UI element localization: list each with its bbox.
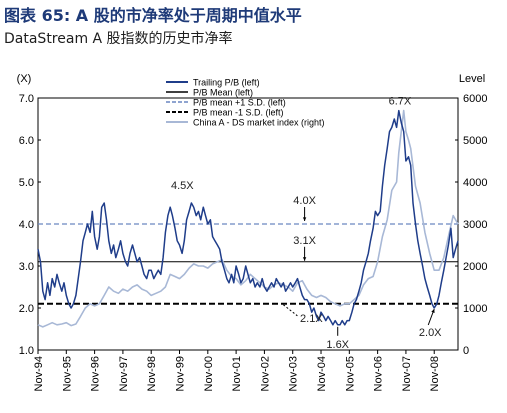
annotation-2-0x-arrow-head xyxy=(431,309,435,313)
right-tick-label: 1000 xyxy=(463,303,487,315)
left-tick-label: 1.0 xyxy=(19,345,34,357)
legend-label: P/B mean -1 S.D. (left) xyxy=(193,108,284,118)
left-tick-label: 6.0 xyxy=(19,135,34,147)
left-tick-label: 3.0 xyxy=(19,261,34,273)
left-tick-label: 2.0 xyxy=(19,303,34,315)
right-tick-label: 4000 xyxy=(463,177,487,189)
annotation-2-0x: 2.0X xyxy=(419,327,442,339)
x-tick-label: Nov-08 xyxy=(429,356,441,391)
x-tick-label: Nov-97 xyxy=(118,356,130,391)
legend-label: P/B Mean (left) xyxy=(193,88,253,98)
annotation-2-1x-leader xyxy=(283,304,298,317)
x-tick-label: Nov-00 xyxy=(203,356,215,391)
annotation-3-1x-arrow-head xyxy=(302,257,307,261)
x-tick-label: Nov-98 xyxy=(146,356,158,391)
x-tick-label: Nov-02 xyxy=(259,356,271,391)
annotation-3-1x: 3.1X xyxy=(293,235,316,247)
annotation-2-1x: 2.1X xyxy=(300,313,323,325)
annotation-4-5x: 4.5X xyxy=(171,180,194,192)
x-tick-label: Nov-04 xyxy=(316,356,328,391)
left-axis-label: (X) xyxy=(17,73,32,85)
legend-label: Trailing P/B (left) xyxy=(193,78,260,88)
annotation-6-7x: 6.7X xyxy=(389,96,412,108)
x-tick-label: Nov-05 xyxy=(344,356,356,391)
left-tick-label: 4.0 xyxy=(19,219,34,231)
right-tick-label: 2000 xyxy=(463,261,487,273)
x-tick-label: Nov-94 xyxy=(33,356,45,391)
annotation-4-0x-arrow-head xyxy=(302,217,307,221)
right-axis-label: Level xyxy=(459,73,485,85)
page-title: 图表 65: A 股的市净率处于周期中值水平 xyxy=(4,6,302,25)
annotation-4-0x: 4.0X xyxy=(293,195,316,207)
right-tick-label: 5000 xyxy=(463,135,487,147)
x-tick-label: Nov-96 xyxy=(90,356,102,391)
right-tick-label: 0 xyxy=(463,345,469,357)
index-series-line xyxy=(37,109,459,328)
chart-subtitle: DataStream A 股指数的历史市净率 xyxy=(4,31,233,47)
annotation-1-6x: 1.6X xyxy=(326,339,349,351)
trailing-pb-series-line xyxy=(37,109,459,326)
legend-label: P/B mean +1 S.D. (left) xyxy=(193,98,286,108)
left-tick-label: 7.0 xyxy=(19,93,34,105)
x-tick-label: Nov-95 xyxy=(61,356,73,391)
x-tick-label: Nov-99 xyxy=(175,356,187,391)
x-tick-label: Nov-07 xyxy=(401,356,413,391)
x-tick-label: Nov-03 xyxy=(288,356,300,391)
x-tick-label: Nov-01 xyxy=(231,356,243,391)
left-tick-label: 5.0 xyxy=(19,177,34,189)
right-tick-label: 6000 xyxy=(463,93,487,105)
x-tick-label: Nov-06 xyxy=(373,356,385,391)
right-tick-label: 3000 xyxy=(463,219,487,231)
legend-label: China A - DS market index (right) xyxy=(193,118,325,128)
